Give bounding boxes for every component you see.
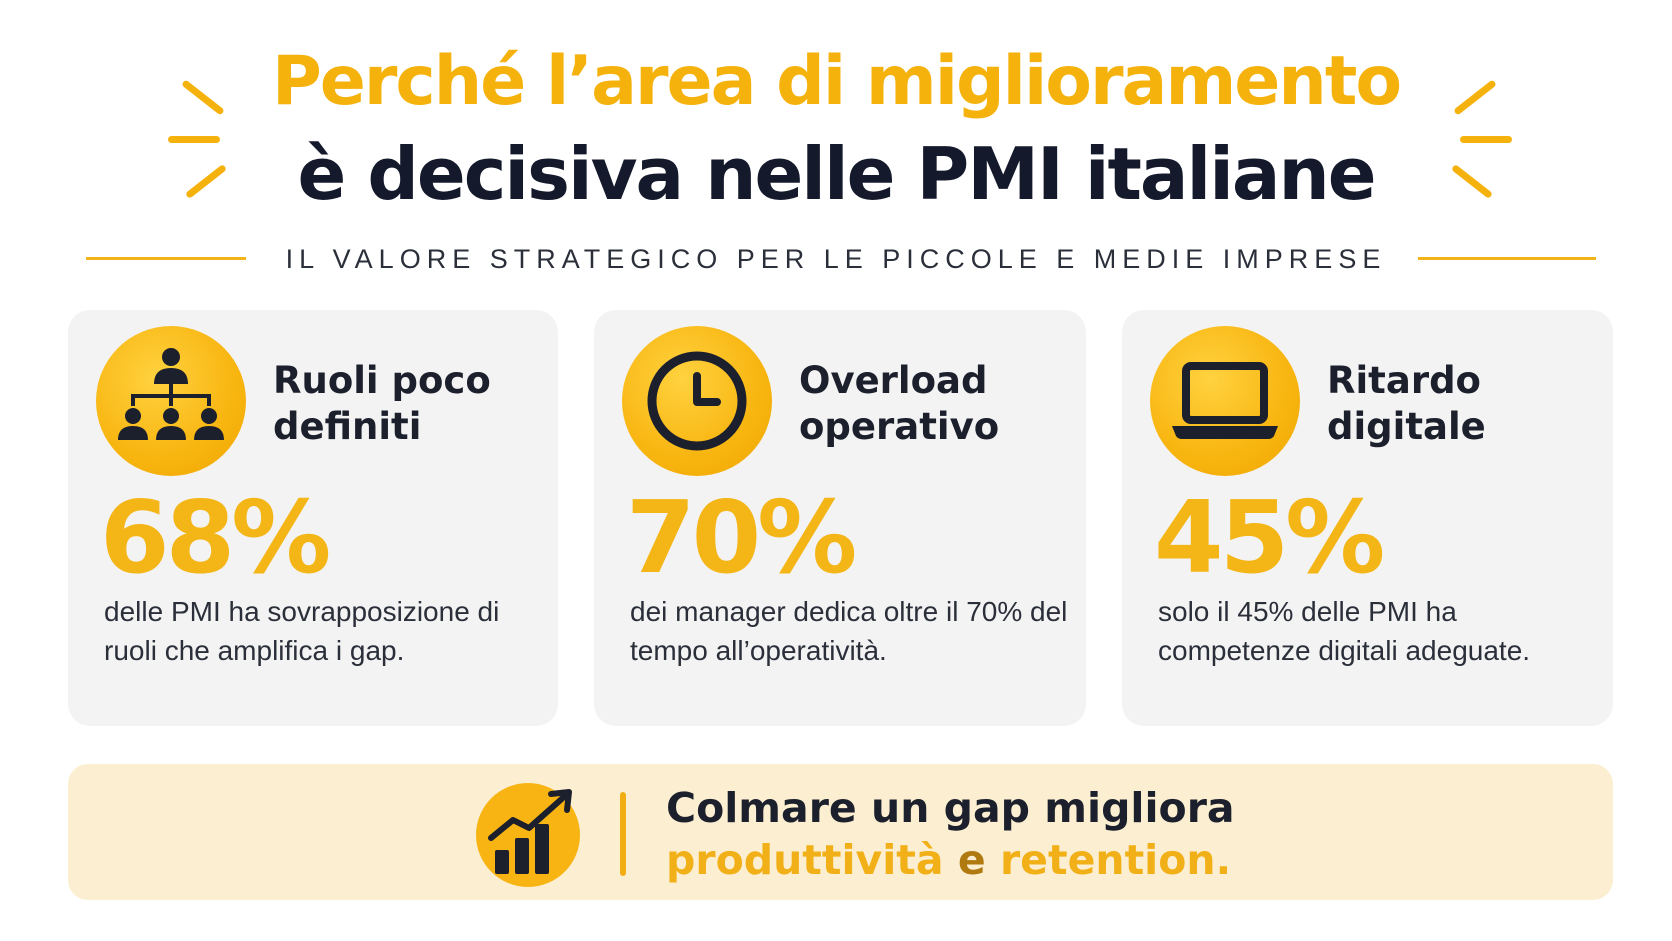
card-title: Overload operativo [799,359,1000,448]
stat-card-digital: Ritardo digitale 45% solo il 45% delle P… [1122,310,1613,726]
card-stat: 70% [626,479,857,596]
subtitle-row: IL VALORE STRATEGICO PER LE PICCOLE E ME… [0,238,1672,278]
org-chart-icon [96,326,246,476]
banner-headline: Colmare un gap migliora [666,784,1235,832]
banner-highlight-productivity: produttività [666,836,944,884]
subtitle-rule-right [1418,257,1596,260]
card-description: solo il 45% delle PMI ha competenze digi… [1158,596,1531,666]
subtitle-rule-left [86,257,246,260]
decorative-ray [1460,136,1512,143]
card-description: dei manager dedica oltre il 70% del temp… [630,596,1068,666]
banner-highlight: produttività e retention. [666,836,1231,884]
card-stat: 45% [1154,479,1385,596]
banner-highlight-retention: retention. [999,836,1232,884]
stat-card-overload: Overload operativo 70% dei manager dedic… [594,310,1086,726]
decorative-ray [168,136,220,143]
page-title-line2: è decisiva nelle PMI italiane [297,132,1376,216]
stat-card-roles: Ruoli poco definiti 68% delle PMI ha sov… [68,310,558,726]
laptop-icon [1150,326,1300,476]
page-subtitle: IL VALORE STRATEGICO PER LE PICCOLE E ME… [285,244,1387,274]
card-description: delle PMI ha sovrapposizione di ruoli ch… [104,596,500,666]
banner-highlight-and: e [957,836,986,884]
card-title: Ruoli poco definiti [273,359,491,448]
growth-chart-icon [473,780,583,890]
conclusion-banner: Colmare un gap migliora produttività e r… [68,764,1613,900]
page-title-line1: Perché l’area di miglioramento [271,42,1402,121]
card-stat: 68% [100,479,331,596]
clock-icon [622,326,772,476]
card-title: Ritardo digitale [1327,359,1486,448]
banner-divider [620,792,626,876]
